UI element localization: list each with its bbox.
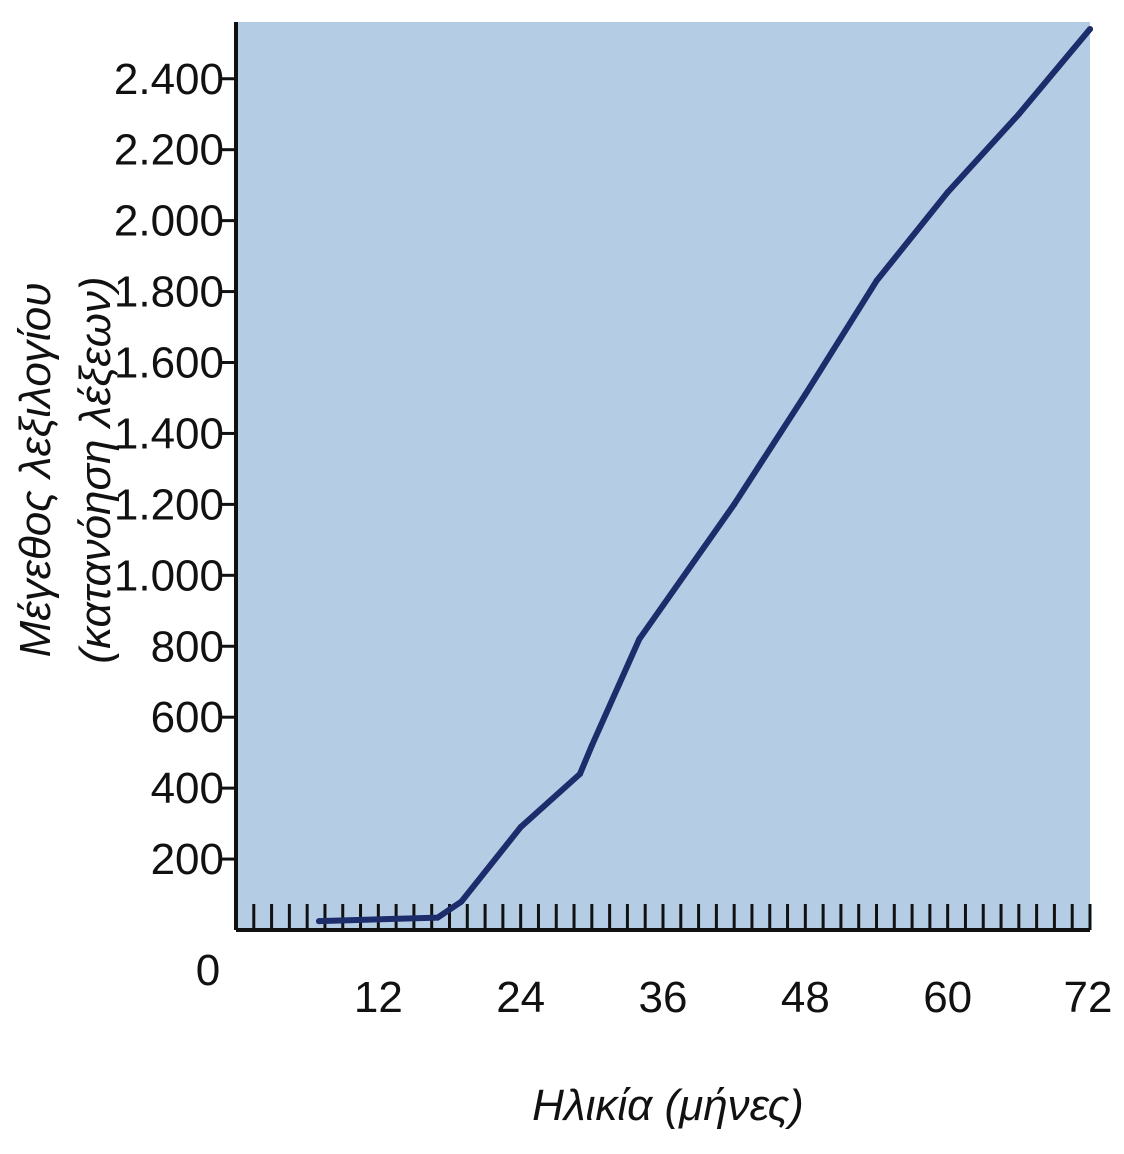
x-minor-ticks bbox=[252, 904, 1092, 930]
x-tick-label: 12 bbox=[354, 973, 403, 1022]
y-axis-title-line-1: Μέγεθος λεξιλογίου bbox=[11, 283, 60, 658]
y-tick-label: 800 bbox=[151, 622, 224, 671]
y-tick-label: 600 bbox=[151, 693, 224, 742]
x-tick-label: 60 bbox=[923, 973, 972, 1022]
data-point bbox=[434, 914, 441, 921]
y-tick-label: 1.800 bbox=[114, 268, 224, 317]
y-tick-label: 1.200 bbox=[114, 480, 224, 529]
y-tick-label: 200 bbox=[151, 835, 224, 884]
x-tick-label: 48 bbox=[781, 973, 830, 1022]
origin-label: 0 bbox=[196, 946, 220, 995]
y-tick-label: 400 bbox=[151, 764, 224, 813]
y-axis-title-line-2: (κατανόηση λέξεων) bbox=[71, 276, 120, 663]
y-tick-label: 2.400 bbox=[114, 55, 224, 104]
data-point bbox=[316, 918, 323, 925]
data-point bbox=[802, 391, 809, 398]
y-axis-ticks: 200 400 600 800 1.000 1.200 1.400 1.600 1.800 2.0… bbox=[114, 55, 236, 884]
data-point bbox=[636, 636, 643, 643]
y-tick-label: 1.000 bbox=[114, 551, 224, 600]
x-tick-label: 72 bbox=[1064, 973, 1113, 1022]
series-layer bbox=[316, 26, 1093, 925]
plot-background bbox=[236, 22, 1090, 930]
data-point bbox=[873, 277, 880, 284]
data-point bbox=[576, 770, 583, 777]
x-tick-label: 24 bbox=[496, 973, 545, 1022]
data-point bbox=[944, 189, 951, 196]
y-tick-label: 1.400 bbox=[114, 409, 224, 458]
y-tick-label: 2.000 bbox=[114, 197, 224, 246]
y-tick-label: 1.600 bbox=[114, 339, 224, 388]
data-point bbox=[1087, 26, 1093, 33]
data-point bbox=[517, 824, 524, 831]
data-point bbox=[731, 501, 738, 508]
data-point bbox=[458, 898, 465, 905]
data-point bbox=[1015, 111, 1022, 118]
x-tick-label: 36 bbox=[639, 973, 688, 1022]
data-point bbox=[588, 742, 595, 749]
y-tick-label: 2.200 bbox=[114, 126, 224, 175]
x-axis-tick-labels: 12 24 36 48 60 72 bbox=[354, 973, 1113, 1022]
x-axis-title: Ηλικία (μήνες) bbox=[532, 1081, 804, 1130]
